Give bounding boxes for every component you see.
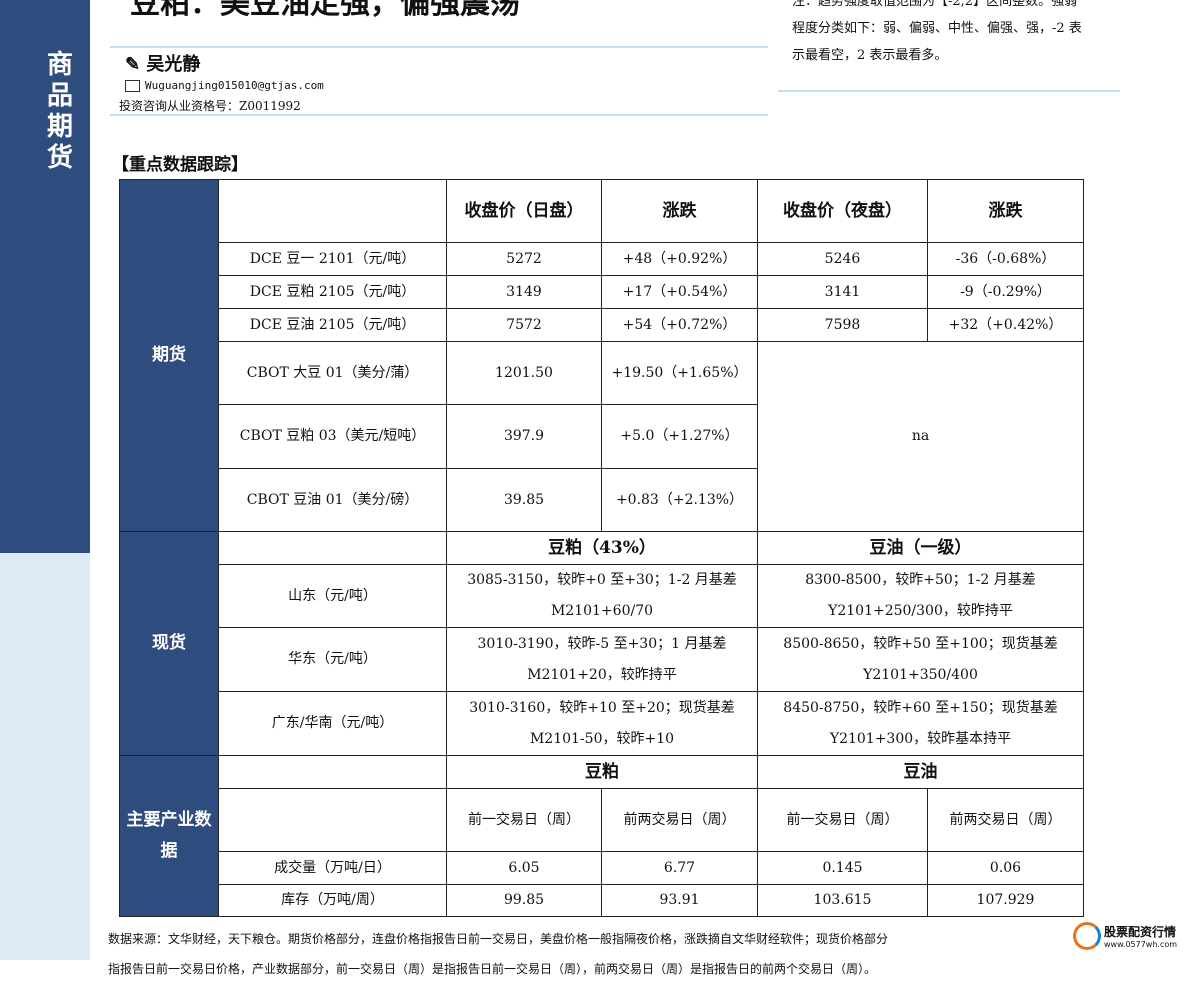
cert-number: 投资咨询从业资格号：Z0011992 [119,99,301,113]
na-cell: na [757,341,1084,532]
author-email: Wuguangjing015010@gtjas.com [125,79,324,92]
table-row: 成交量（万吨/日） 6.05 6.77 0.145 0.06 [120,851,1084,885]
table-row: DCE 豆一 2101（元/吨） 5272 +48（+0.92%） 5246 -36（-… [120,242,1084,276]
divider [110,46,768,48]
author: ✎ 吴光静 [125,54,201,75]
category-industry: 主要产业数据 [119,755,219,917]
data-table: 期货 收盘价（日盘） 涨跌 收盘价（夜盘） 涨跌 DCE 豆一 2101（元/吨… [119,179,1084,917]
table-row: CBOT 豆油 01（美分/磅） 39.85 +0.83（+2.13%） [120,468,1084,532]
report-title: 豆粕：美豆油走强，偏强震荡 [130,0,520,21]
table-row: DCE 豆粕 2105（元/吨） 3149 +17（+0.54%） 3141 -9（-0… [120,275,1084,309]
pencil-icon: ✎ [125,54,147,75]
mail-icon [125,80,140,92]
sidebar-label: 商品期货 [46,50,73,173]
watermark-logo: 股票配资行情 www.0577wh.com [1073,922,1178,950]
table-row: 前一交易日（周） 前两交易日（周） 前一交易日（周） 前两交易日（周） [120,788,1084,852]
table-row: 期货 收盘价（日盘） 涨跌 收盘价（夜盘） 涨跌 [119,179,1084,532]
data-source-note: 数据来源：文华财经，天下粮仓。期货价格部分，连盘价格指报告日前一交易日，美盘价格… [108,932,889,976]
table-row: CBOT 大豆 01（美分/蒲） 1201.50 +19.50（+1.65%） na [120,341,1084,532]
trend-note: 注：趋势强度取值范围为【-2,2】区间整数。强弱 程度分类如下：弱、偏弱、中性、… [792,0,1082,63]
divider [110,114,768,116]
table-row: 华东（元/吨） 3010-3190，较昨-5 至+30；1 月基差 M2101+2… [120,627,1084,692]
table-row: 库存（万吨/周） 99.85 93.91 103.615 107.929 [120,884,1084,917]
divider [778,90,1120,92]
table-row: 现货 豆粕（43%） 豆油（一级） [119,531,1084,756]
table-row: 主要产业数据 豆粕 豆油 [119,755,1084,917]
table-row: DCE 豆油 2105（元/吨） 7572 +54（+0.72%） 7598 +32（+… [120,308,1084,342]
table-row: 山东（元/吨） 3085-3150，较昨+0 至+30；1-2 月基差 M2101… [120,564,1084,628]
sidebar-band-light [0,553,90,960]
logo-swirl-icon [1073,922,1101,950]
table-row: CBOT 豆粕 03（美元/短吨） 397.9 +5.0（+1.27%） [120,404,1084,469]
section-title: 【重点数据跟踪】 [112,155,248,175]
category-spot: 现货 [119,531,219,756]
category-futures: 期货 [119,179,219,532]
table-row: 广东/华南（元/吨） 3010-3160，较昨+10 至+20；现货基差 M210… [120,691,1084,756]
sidebar-band [0,0,90,553]
